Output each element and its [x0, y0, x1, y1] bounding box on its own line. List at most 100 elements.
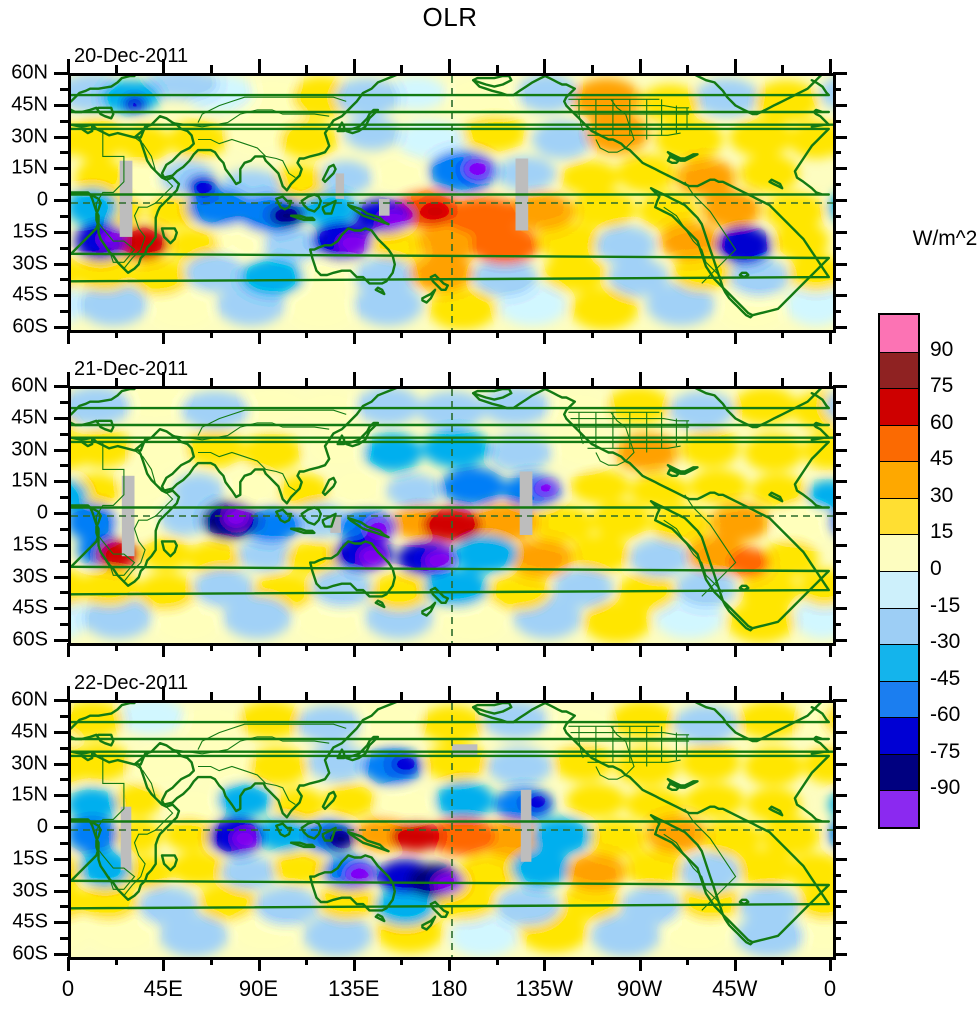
- y-axis-minor-tick: [60, 559, 68, 563]
- y-axis-tick-label: 60N: [11, 61, 48, 84]
- colorbar-tick-label: 75: [930, 374, 954, 398]
- political-borders: [95, 723, 737, 911]
- colorbar-band[interactable]: [880, 607, 918, 645]
- x-axis-tick: [638, 372, 642, 386]
- y-axis-tick: [54, 543, 68, 547]
- x-axis-minor-tick: [686, 65, 690, 73]
- x-axis-minor-tick: [590, 330, 594, 338]
- y-axis-tick: [833, 385, 847, 388]
- y-axis-minor-tick: [833, 87, 841, 91]
- colorbar-band[interactable]: [880, 461, 918, 498]
- x-axis-minor-tick: [114, 330, 118, 338]
- y-axis-minor-tick: [60, 810, 68, 814]
- x-axis-tick-label: 45E: [143, 976, 183, 1001]
- x-axis-tick-label: 135W: [515, 976, 573, 1001]
- y-axis-tick: [54, 167, 68, 171]
- y-axis-tick: [833, 543, 847, 547]
- x-axis-tick: [67, 686, 70, 700]
- x-axis-minor-tick: [686, 330, 690, 338]
- coastlines: [71, 389, 833, 632]
- y-axis-minor-tick: [60, 246, 68, 250]
- y-axis-minor-tick: [833, 310, 841, 314]
- colorbar-separator: [880, 497, 918, 499]
- y-axis-tick-label: 30S: [12, 252, 48, 274]
- y-axis-minor-tick: [60, 714, 68, 718]
- y-axis-minor-tick: [833, 937, 841, 941]
- colorbar-band[interactable]: [880, 424, 918, 462]
- y-axis-minor-tick: [60, 183, 68, 187]
- colorbar-tick-label: 60: [930, 410, 954, 434]
- x-axis-tick: [257, 372, 261, 386]
- y-axis-tick: [833, 699, 847, 702]
- colorbar-separator: [880, 351, 918, 353]
- y-axis-tick-label: 60S: [12, 315, 48, 338]
- colorbar-band[interactable]: [880, 497, 918, 535]
- x-axis-tick-label: 90E: [238, 976, 279, 1001]
- x-axis-minor-tick: [781, 65, 785, 73]
- y-axis-minor-tick: [833, 119, 841, 123]
- x-axis-minor-tick: [209, 330, 213, 338]
- colorbar-band[interactable]: [880, 790, 918, 827]
- y-axis-tick: [54, 326, 68, 329]
- x-axis-minor-tick: [400, 957, 404, 965]
- x-axis-tick-label: 0: [823, 976, 837, 1001]
- y-axis-tick: [54, 448, 68, 452]
- y-axis-tick: [833, 262, 847, 266]
- y-axis-minor-tick: [833, 183, 841, 187]
- x-axis-tick-label: 45W: [712, 976, 758, 1001]
- y-axis-minor-tick: [833, 841, 841, 845]
- x-axis-tick: [162, 686, 166, 700]
- x-axis-tick: [67, 372, 70, 386]
- y-axis-minor-tick: [833, 873, 841, 877]
- colorbar-band[interactable]: [880, 571, 918, 608]
- x-axis-minor-tick: [114, 957, 118, 965]
- y-axis-minor-tick: [833, 623, 841, 627]
- colorbar-band[interactable]: [880, 388, 918, 425]
- page-title: OLR: [422, 2, 478, 32]
- y-axis-tick-label: 60S: [12, 628, 48, 651]
- y-axis-minor-tick: [60, 278, 68, 282]
- colorbar-band[interactable]: [880, 351, 918, 389]
- x-axis-tick: [67, 330, 70, 344]
- y-axis-tick: [833, 607, 847, 611]
- colorbar-band[interactable]: [880, 644, 918, 681]
- y-axis-tick: [833, 294, 847, 298]
- map-plot-area[interactable]: [68, 73, 836, 333]
- y-axis-tick: [54, 135, 68, 139]
- panel-date-label: 22-Dec-2011: [74, 672, 189, 694]
- y-axis-tick-label: 30N: [11, 438, 48, 460]
- x-axis-tick: [638, 330, 642, 344]
- map-plot-area[interactable]: [68, 700, 836, 960]
- colorbar-separator: [880, 680, 918, 682]
- colorbar-band[interactable]: [880, 753, 918, 791]
- colorbar-tick-label: 30: [930, 483, 954, 507]
- y-axis-minor-tick: [60, 873, 68, 877]
- colorbar-band[interactable]: [880, 717, 918, 754]
- x-axis-tick: [829, 686, 832, 700]
- x-axis-minor-tick: [114, 692, 118, 700]
- y-axis-tick-label: 0: [36, 815, 48, 838]
- map-plot-area[interactable]: [68, 386, 836, 646]
- x-axis-tick: [352, 59, 356, 73]
- x-axis-tick: [543, 330, 547, 344]
- y-axis-minor-tick: [833, 151, 841, 155]
- x-axis-minor-tick: [495, 330, 499, 338]
- y-axis-tick-label: 15N: [11, 469, 48, 492]
- y-axis-tick-label: 45S: [12, 283, 48, 306]
- x-axis-minor-tick: [686, 643, 690, 651]
- x-axis-minor-tick: [781, 330, 785, 338]
- x-axis-minor-tick: [305, 643, 309, 651]
- colorbar-band[interactable]: [880, 315, 918, 352]
- colorbar-tick-label: -15: [930, 593, 961, 617]
- x-axis-minor-tick: [686, 378, 690, 386]
- colorbar-tick-label: 90: [930, 337, 954, 361]
- colorbar-band[interactable]: [880, 534, 918, 571]
- y-axis-minor-tick: [833, 278, 841, 282]
- y-axis-minor-tick: [833, 464, 841, 468]
- y-axis-tick: [833, 794, 847, 798]
- x-axis-tick: [257, 957, 261, 971]
- colorbar-band[interactable]: [880, 680, 918, 718]
- colorbar[interactable]: [878, 313, 920, 829]
- x-axis-tick: [352, 686, 356, 700]
- y-axis-tick: [54, 385, 68, 388]
